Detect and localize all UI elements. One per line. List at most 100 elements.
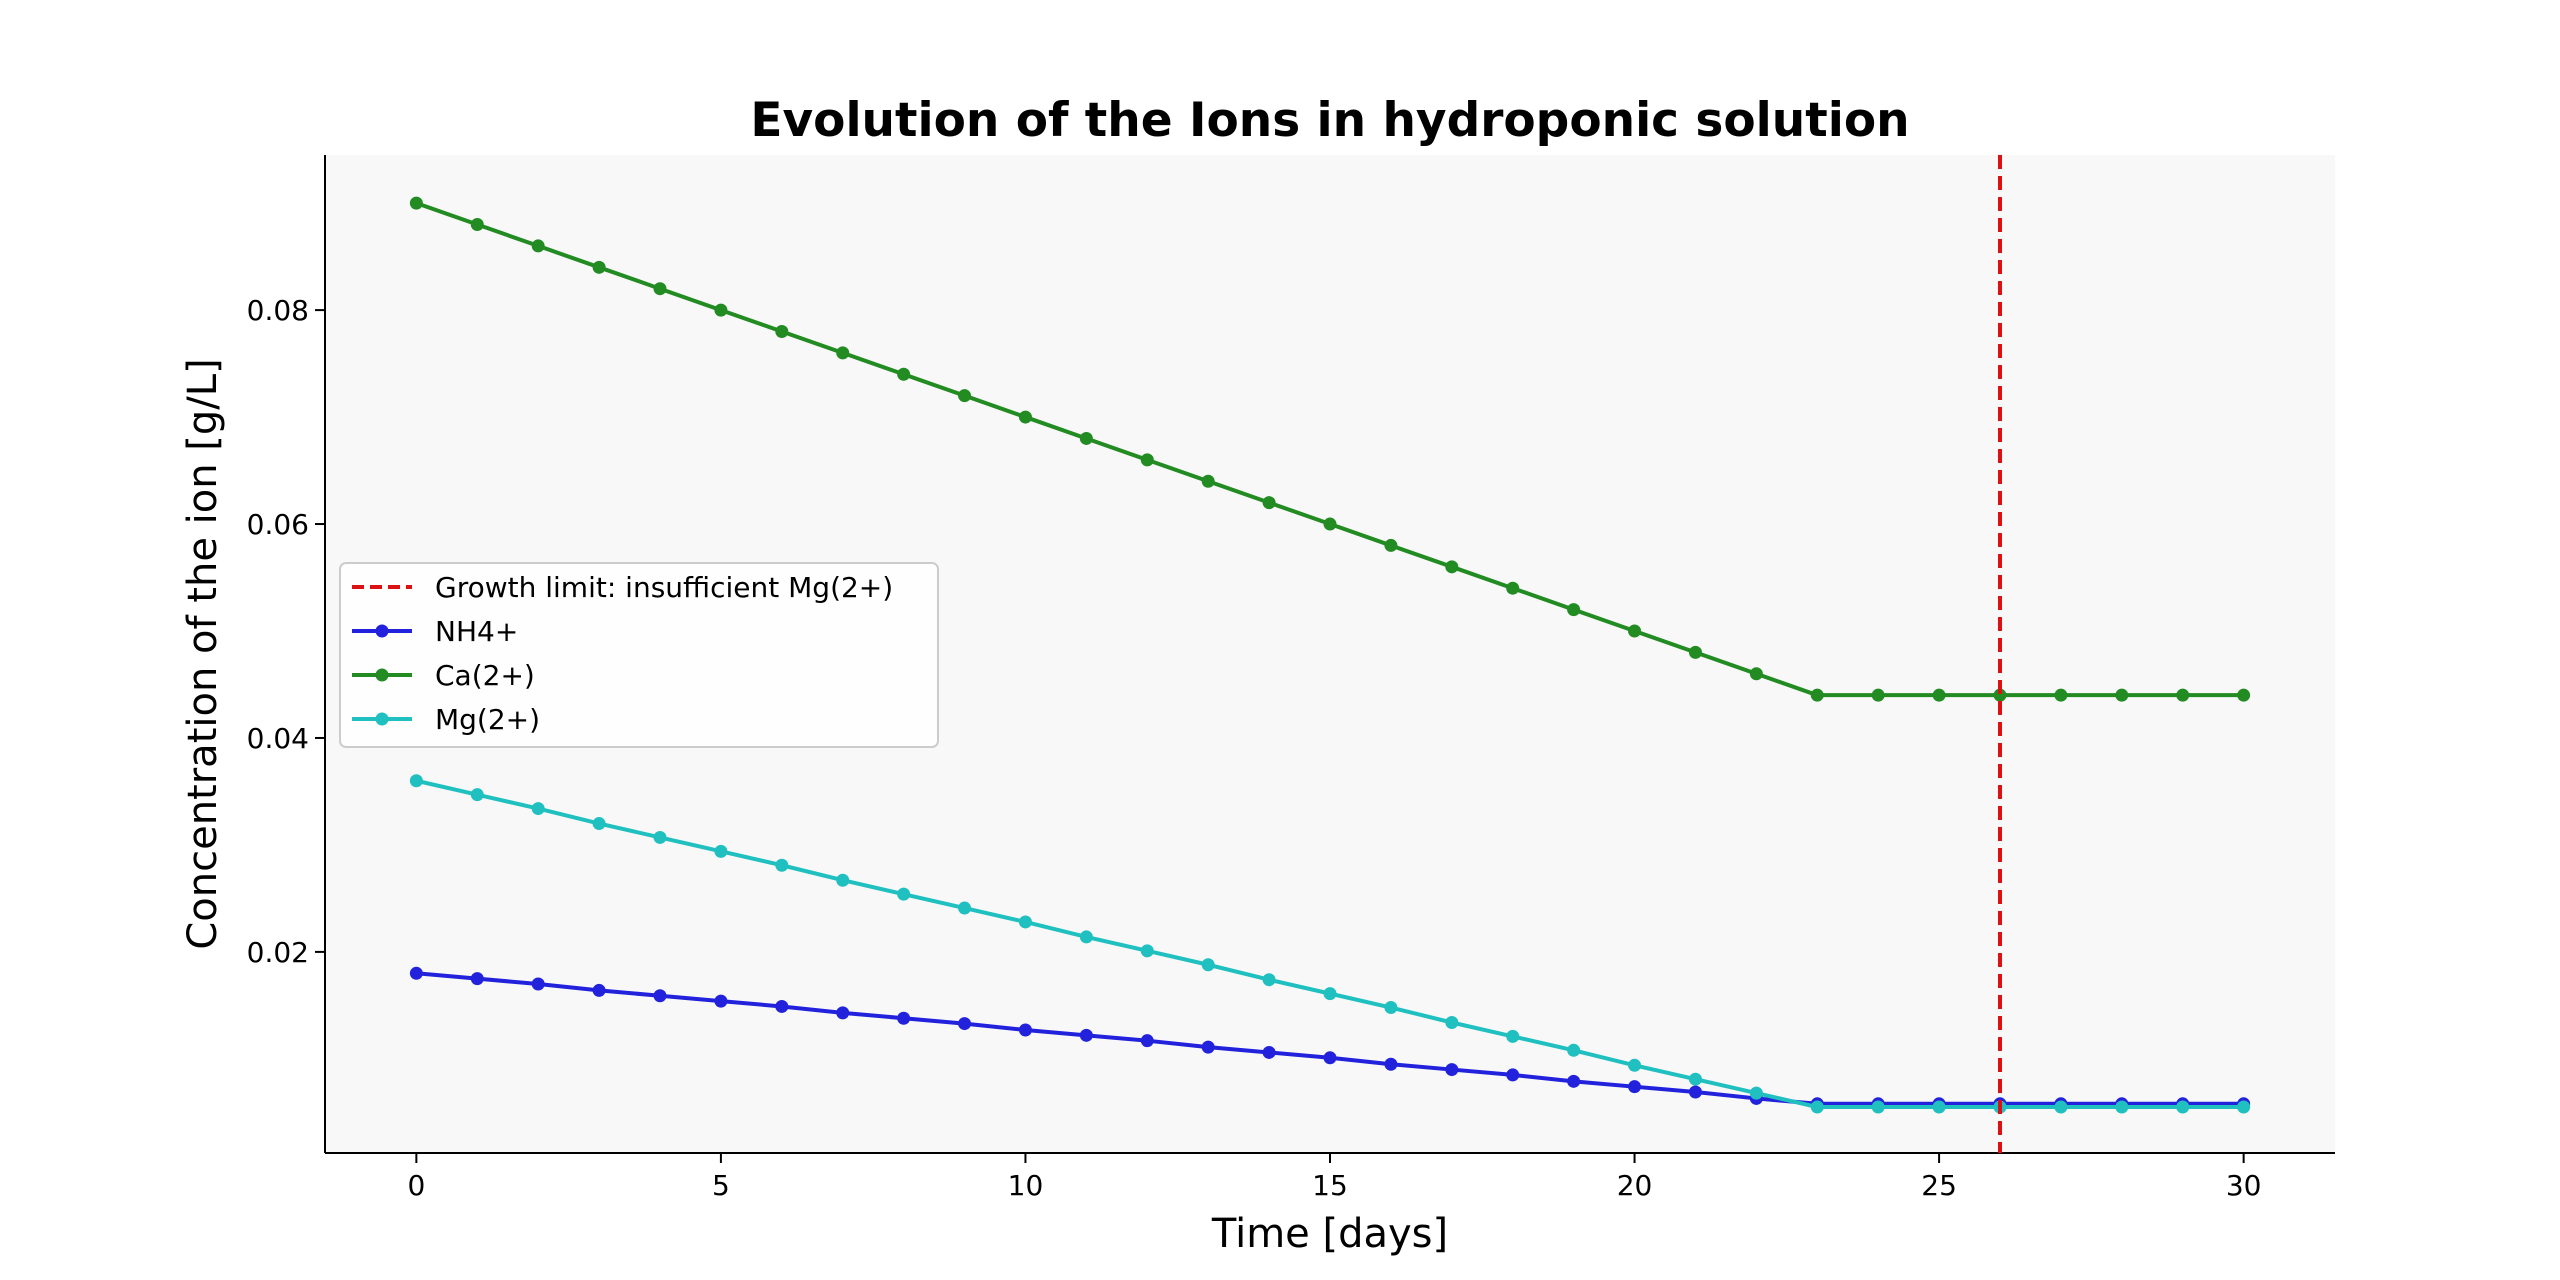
data-point-nh4 [470,972,484,986]
data-point-mg-2 [531,802,545,816]
data-point-mg-2 [592,817,606,831]
data-point-mg-2 [1567,1043,1581,1057]
data-point-mg-2 [897,887,911,901]
data-point-nh4 [958,1017,972,1031]
data-point-ca-2 [1506,581,1520,595]
x-ticks: 0 5 10 15 20 25 30 [407,1153,2261,1202]
y-axis-label: Concentration of the ion [g/L] [180,358,226,949]
data-point-ca-2 [409,196,423,210]
data-point-nh4 [1506,1068,1520,1082]
data-point-ca-2 [1688,645,1702,659]
data-point-ca-2 [1323,517,1337,531]
legend-marker-ca-2 [375,668,389,682]
y-tick-label: 0.02 [247,936,309,969]
data-point-nh4 [653,989,667,1003]
legend-series: NH4+ Ca(2+) Mg(2+) [352,615,540,736]
x-tick-label: 30 [2226,1169,2262,1202]
data-point-ca-2 [1445,560,1459,574]
y-ticks: 0.02 0.04 0.06 0.08 [247,294,325,969]
data-point-mg-2 [2237,1100,2251,1114]
data-point-nh4 [1628,1080,1642,1094]
data-point-mg-2 [1628,1058,1642,1072]
data-point-mg-2 [1932,1100,1946,1114]
data-point-mg-2 [1749,1086,1763,1100]
x-tick-label: 25 [1921,1169,1957,1202]
data-point-mg-2 [470,788,484,802]
data-point-nh4 [1018,1023,1032,1037]
data-point-nh4 [409,966,423,980]
data-point-ca-2 [1932,688,1946,702]
data-point-ca-2 [2176,688,2190,702]
data-point-nh4 [592,983,606,997]
x-tick-label: 0 [407,1169,425,1202]
data-point-mg-2 [653,830,667,844]
legend-label-nh4: NH4+ [435,615,518,648]
data-point-nh4 [775,999,789,1013]
data-point-ca-2 [1749,667,1763,681]
legend-marker-nh4 [375,624,389,638]
legend-marker-mg-2 [375,712,389,726]
legend-label-ca-2: Ca(2+) [435,659,535,692]
data-point-nh4 [1445,1063,1459,1077]
data-point-ca-2 [1079,431,1093,445]
data-point-mg-2 [2115,1100,2129,1114]
data-point-mg-2 [1140,944,1154,958]
data-point-nh4 [1384,1057,1398,1071]
legend-label-mg-2: Mg(2+) [435,703,540,736]
data-point-mg-2 [1323,987,1337,1001]
y-tick-label: 0.08 [247,294,309,327]
data-point-ca-2 [1262,496,1276,510]
legend-box [339,562,939,748]
data-point-ca-2 [775,324,789,338]
data-point-ca-2 [1993,688,2007,702]
data-point-nh4 [1323,1051,1337,1065]
data-point-ca-2 [2054,688,2068,702]
data-point-ca-2 [2237,688,2251,702]
data-point-ca-2 [958,389,972,403]
data-point-nh4 [836,1006,850,1020]
data-point-ca-2 [1018,410,1032,424]
y-tick-label: 0.04 [247,722,309,755]
data-point-nh4 [714,994,728,1008]
data-point-mg-2 [2054,1100,2068,1114]
x-tick-label: 10 [1008,1169,1044,1202]
data-point-mg-2 [1262,973,1276,987]
data-point-ca-2 [653,282,667,296]
data-point-ca-2 [592,260,606,274]
data-point-mg-2 [714,844,728,858]
data-point-mg-2 [2176,1100,2190,1114]
data-point-ca-2 [1871,688,1885,702]
data-point-ca-2 [1810,688,1824,702]
data-point-mg-2 [1445,1016,1459,1030]
y-tick-label: 0.06 [247,508,309,541]
data-point-mg-2 [1688,1072,1702,1086]
x-tick-label: 5 [712,1169,730,1202]
data-point-ca-2 [897,367,911,381]
data-point-ca-2 [836,346,850,360]
legend: Growth limit: insufficient Mg(2+) NH4+ Ca… [339,562,939,748]
data-point-nh4 [531,977,545,991]
chart-title: Evolution of the Ions in hydroponic solu… [750,93,1909,148]
data-point-nh4 [1567,1074,1581,1088]
data-point-ca-2 [714,303,728,317]
data-point-nh4 [1201,1040,1215,1054]
data-point-ca-2 [1384,538,1398,552]
data-point-ca-2 [470,218,484,232]
data-point-mg-2 [1384,1001,1398,1015]
data-point-mg-2 [1079,930,1093,944]
data-point-mg-2 [836,873,850,887]
data-point-mg-2 [1201,958,1215,972]
legend-label-growth-limit: Growth limit: insufficient Mg(2+) [435,571,893,604]
data-point-ca-2 [1140,453,1154,467]
data-point-mg-2 [958,901,972,915]
data-point-nh4 [897,1011,911,1025]
x-tick-label: 15 [1312,1169,1348,1202]
data-point-ca-2 [1567,603,1581,617]
data-point-ca-2 [2115,688,2129,702]
x-tick-label: 20 [1617,1169,1653,1202]
data-point-mg-2 [1018,915,1032,929]
series-layer [409,196,2251,1114]
x-axis-label: Time [days] [1211,1211,1448,1257]
data-point-nh4 [1079,1028,1093,1042]
